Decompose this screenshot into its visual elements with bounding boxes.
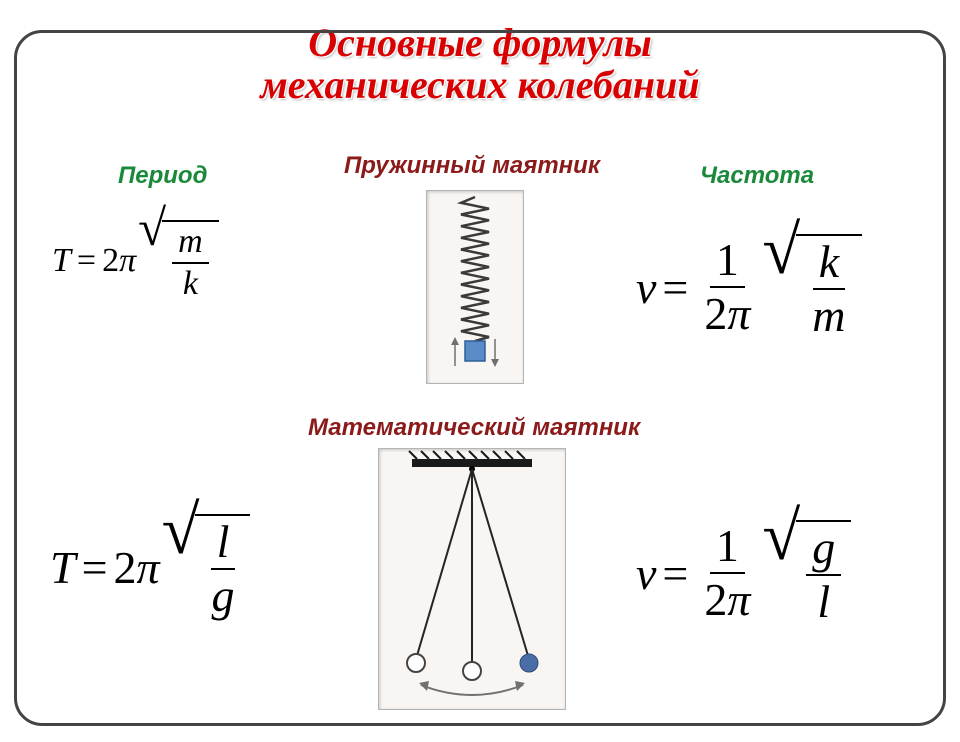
num-l: l	[211, 518, 236, 570]
label-math-pendulum: Математический маятник	[308, 414, 640, 442]
label-spring-pendulum: Пружинный маятник	[344, 152, 600, 180]
num-g: g	[806, 524, 841, 576]
equals-sign: =	[82, 541, 108, 594]
radicand: k m	[796, 234, 861, 341]
fraction-1-over-2pi: 1 2π	[698, 236, 756, 339]
fraction-g-over-l: g l	[806, 524, 841, 627]
spring-coil-icon	[461, 197, 489, 341]
num-1: 1	[710, 522, 745, 574]
swing-arc-icon	[421, 685, 523, 695]
formula-spring-period: T = 2 π √ m k	[52, 220, 219, 301]
support-bar-icon	[412, 459, 532, 467]
den-2: 2	[704, 574, 727, 625]
sqrt-icon: √ k m	[762, 234, 861, 341]
sqrt-icon: √ g l	[762, 520, 851, 627]
radicand: l g	[195, 514, 250, 621]
mass-block-icon	[465, 341, 485, 361]
fraction-1-over-2pi: 1 2π	[698, 522, 756, 625]
coef-pi: π	[137, 541, 160, 594]
arc-arrowhead-right-icon	[515, 681, 525, 691]
sqrt-icon: √ l g	[162, 514, 251, 621]
fraction-k-over-m: k m	[806, 238, 851, 341]
formula-spring-frequency: ν = 1 2π √ k m	[636, 234, 862, 341]
coef-2: 2	[102, 242, 119, 280]
radicand: g l	[796, 520, 851, 627]
rod-right-icon	[472, 469, 529, 659]
den-2pi: 2π	[698, 574, 756, 624]
spring-pendulum-diagram	[426, 190, 524, 384]
equals-sign: =	[662, 547, 688, 600]
num-1: 1	[710, 236, 745, 288]
bob-right-icon	[520, 654, 538, 672]
den-m: m	[806, 290, 851, 340]
num-m: m	[172, 224, 209, 264]
formula-pendulum-frequency: ν = 1 2π √ g l	[636, 520, 851, 627]
den-2pi: 2π	[698, 288, 756, 338]
hatching-icon	[409, 451, 525, 459]
num-k: k	[813, 238, 845, 290]
arc-arrowhead-left-icon	[419, 681, 429, 691]
radical-sign: √	[762, 226, 800, 274]
den-g: g	[205, 570, 240, 620]
var-nu: ν	[636, 547, 656, 600]
spring-svg	[427, 191, 523, 383]
bob-left-icon	[407, 654, 425, 672]
label-frequency: Частота	[700, 162, 814, 190]
den-2: 2	[704, 288, 727, 339]
den-l: l	[811, 576, 836, 626]
sqrt-icon: √ m k	[138, 220, 219, 301]
rod-left-icon	[416, 469, 472, 659]
coef-2: 2	[114, 541, 137, 594]
radical-sign: √	[762, 512, 800, 560]
arrowhead-up-icon	[451, 337, 459, 345]
den-pi: π	[727, 288, 750, 339]
den-k: k	[177, 264, 204, 302]
equals-sign: =	[77, 242, 96, 280]
radical-sign: √	[162, 506, 200, 554]
bob-center-icon	[463, 662, 481, 680]
math-pendulum-diagram	[378, 448, 566, 710]
coef-pi: π	[119, 242, 136, 280]
radicand: m k	[162, 220, 219, 301]
arrowhead-down-icon	[491, 359, 499, 367]
var-T: T	[50, 541, 76, 594]
fraction-l-over-g: l g	[205, 518, 240, 621]
label-period: Период	[118, 162, 207, 190]
den-pi: π	[727, 574, 750, 625]
var-T: T	[52, 242, 71, 280]
pendulum-svg	[379, 449, 565, 709]
var-nu: ν	[636, 261, 656, 314]
fraction-m-over-k: m k	[172, 224, 209, 301]
formula-pendulum-period: T = 2 π √ l g	[50, 514, 250, 621]
equals-sign: =	[662, 261, 688, 314]
